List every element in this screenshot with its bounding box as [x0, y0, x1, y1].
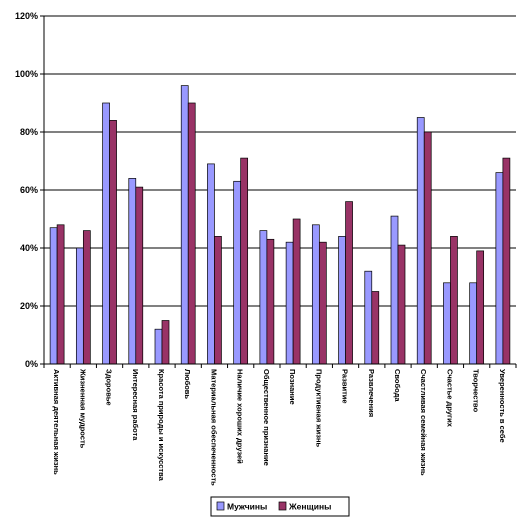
bar-women	[136, 187, 143, 364]
bar-men	[260, 231, 267, 364]
y-tick-label: 120%	[15, 11, 38, 21]
x-tick-label: Продуктивная жизнь	[314, 369, 323, 447]
bar-women	[110, 120, 117, 364]
bar-men	[181, 86, 188, 364]
x-tick-label: Материальная обеспеченность	[209, 369, 218, 486]
bar-women	[214, 236, 221, 364]
bar-women	[477, 251, 484, 364]
x-tick-label: Развлечения	[367, 369, 376, 417]
bar-men	[339, 236, 346, 364]
legend-label-men: Мужчины	[227, 502, 267, 512]
y-tick-label: 40%	[20, 243, 38, 253]
x-tick-label: Наличие хороших друзей	[236, 369, 245, 464]
legend: Мужчины Женщины	[211, 497, 349, 516]
y-tick-label: 60%	[20, 185, 38, 195]
x-tick-label: Активная деятельная жизнь	[52, 369, 61, 475]
bar-men	[103, 103, 110, 364]
bar-women	[83, 231, 90, 364]
bar-women	[162, 321, 169, 365]
bar-women	[346, 202, 353, 364]
x-tick-label: Жизненная мудрость	[78, 368, 87, 449]
bar-men	[286, 242, 293, 364]
bar-men	[155, 329, 162, 364]
legend-swatch-men	[217, 502, 224, 510]
x-tick-labels: Активная деятельная жизнь Жизненная мудро…	[44, 364, 516, 486]
x-tick-label: Общественное признание	[262, 369, 271, 466]
legend-swatch-women	[279, 502, 286, 510]
bar-women	[57, 225, 64, 364]
bar-women	[450, 236, 457, 364]
bar-men	[443, 283, 450, 364]
x-tick-label: Развитие	[341, 369, 350, 404]
bar-men	[470, 283, 477, 364]
legend-label-women: Женщины	[288, 502, 331, 512]
bar-women	[319, 242, 326, 364]
x-tick-label: Уверенность в себе	[498, 369, 507, 443]
bar-men	[391, 216, 398, 364]
bar-women	[241, 158, 248, 364]
x-tick-label: Красота природы и искусства	[157, 369, 166, 482]
bar-men	[207, 164, 214, 364]
bar-women	[372, 292, 379, 365]
bar-women	[293, 219, 300, 364]
x-tick-label: Творчество	[472, 369, 481, 413]
bar-men	[50, 228, 57, 364]
x-tick-label: Свобода	[393, 369, 402, 402]
x-tick-label: Здоровье	[105, 369, 114, 406]
x-tick-label: Познание	[288, 369, 297, 405]
bar-women	[188, 103, 195, 364]
y-tick-labels: 0% 20% 40% 60% 80% 100% 120%	[15, 11, 44, 369]
bar-men	[417, 118, 424, 365]
y-tick-label: 20%	[20, 301, 38, 311]
bar-men	[129, 178, 136, 364]
bar-women	[424, 132, 431, 364]
x-tick-label: Счастливая семейная жизнь	[419, 369, 428, 476]
bar-men	[76, 248, 83, 364]
bar-men	[496, 173, 503, 364]
bar-women	[398, 245, 405, 364]
x-tick-label: Любовь	[183, 369, 192, 399]
bar-men	[365, 271, 372, 364]
bar-women	[267, 239, 274, 364]
x-tick-label: Счастье других	[445, 369, 454, 428]
bar-men	[312, 225, 319, 364]
x-tick-label: Интересная работа	[131, 369, 140, 441]
bar-men	[234, 181, 241, 364]
y-tick-label: 0%	[25, 359, 38, 369]
bar-women	[503, 158, 510, 364]
y-tick-label: 100%	[15, 69, 38, 79]
y-tick-label: 80%	[20, 127, 38, 137]
bars	[50, 86, 510, 364]
